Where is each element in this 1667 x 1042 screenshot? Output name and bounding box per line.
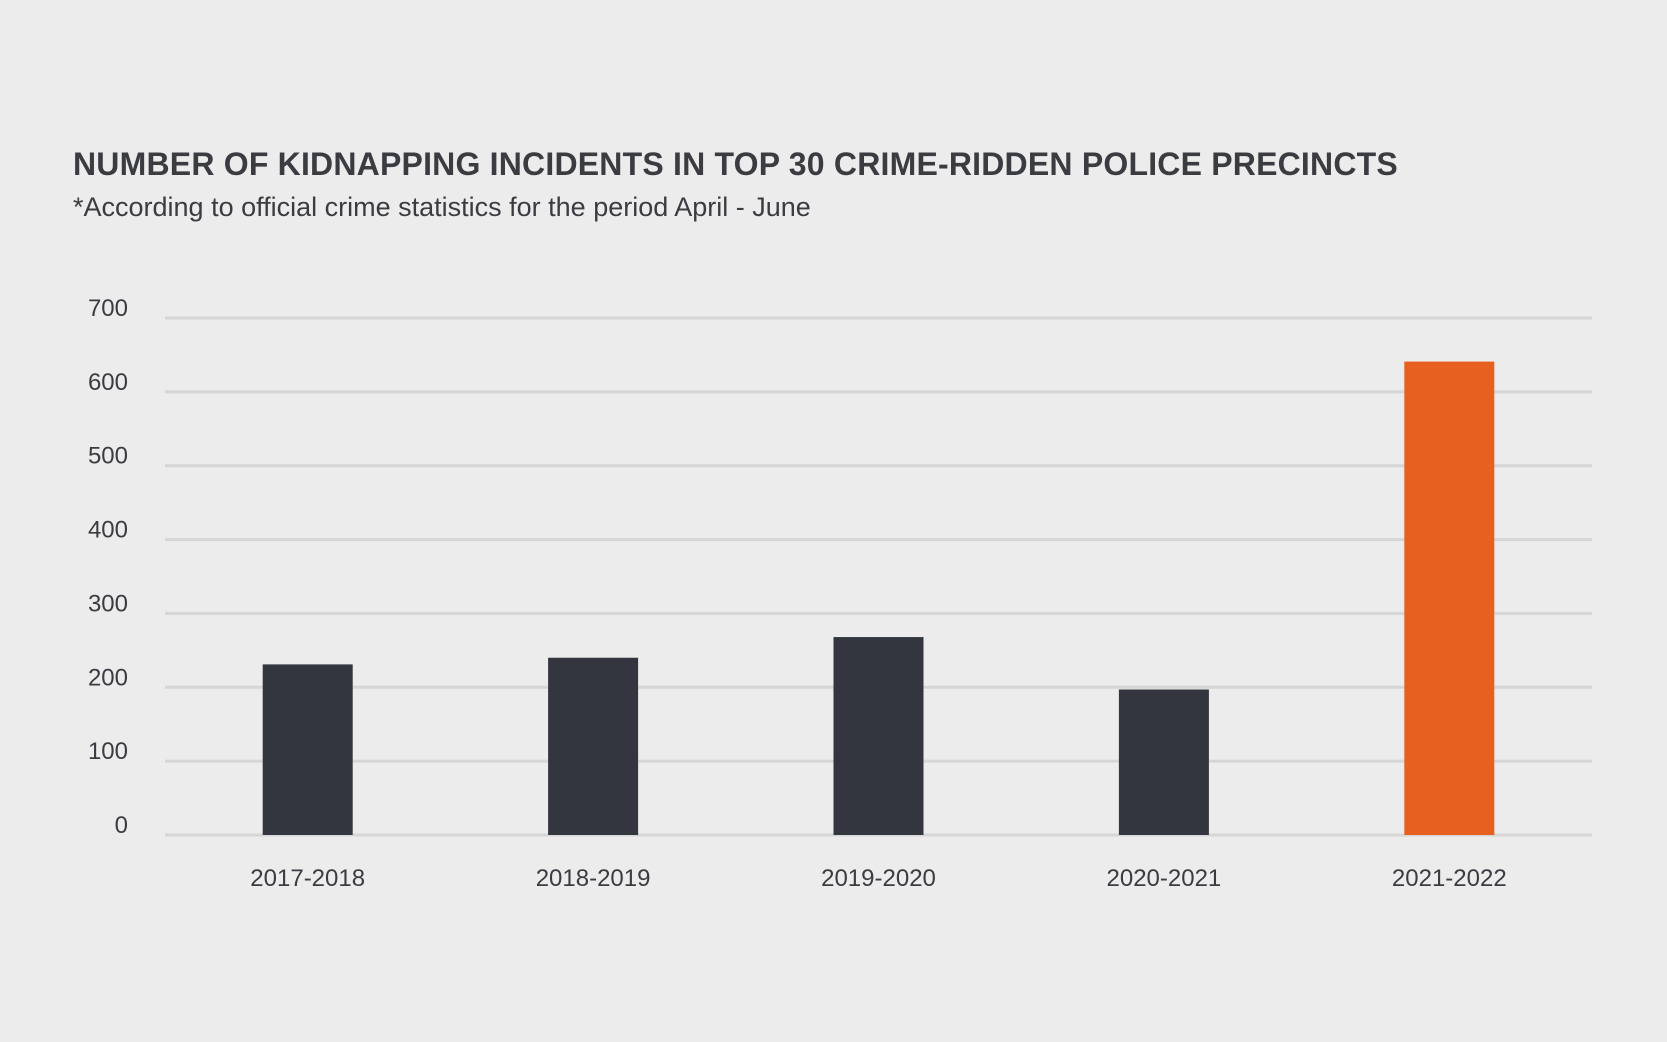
bar-2021-2022 [1404,361,1495,835]
y-tick-label: 200 [88,664,128,691]
chart-title: NUMBER OF KIDNAPPING INCIDENTS IN TOP 30… [73,146,1398,182]
y-tick-label: 0 [115,812,128,839]
x-tick-label: 2021-2022 [1392,865,1507,892]
y-tick-label: 500 [88,443,128,470]
x-tick-label: 2017-2018 [250,865,365,892]
y-tick-label: 300 [88,590,128,617]
y-tick-label: 600 [88,369,128,396]
y-tick-label: 400 [88,517,128,544]
bar-2020-2021 [1118,689,1209,835]
chart-subtitle: *According to official crime statistics … [73,192,811,222]
x-tick-label: 2020-2021 [1107,865,1222,892]
y-tick-label: 100 [88,738,128,765]
y-axis-ticks: 0 100 200 300 400 500 600 700 [88,295,128,839]
bars [262,361,1495,835]
x-tick-label: 2019-2020 [821,865,936,892]
x-axis-ticks: 2017-2018 2018-2019 2019-2020 2020-2021 2021… [250,865,1506,892]
y-tick-label: 700 [88,295,128,322]
x-tick-label: 2018-2019 [536,865,651,892]
bar-2017-2018 [262,664,353,835]
bar-2019-2020 [833,637,924,835]
bar-2018-2019 [548,657,639,835]
